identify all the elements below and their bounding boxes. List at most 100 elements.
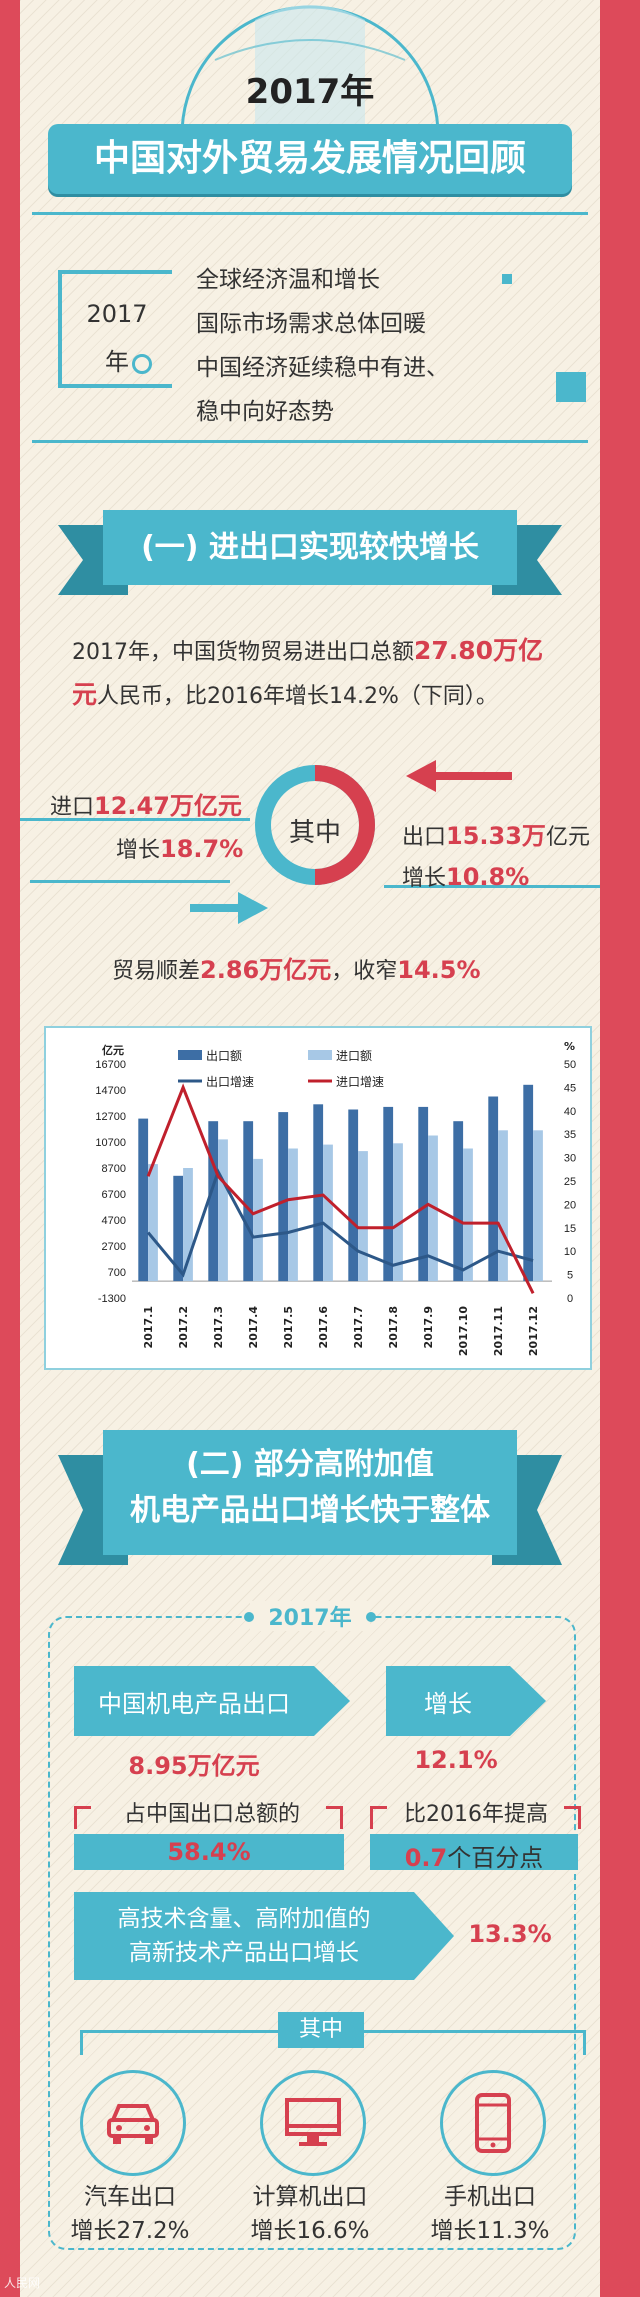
intro-line: 全球经济温和增长	[196, 267, 380, 293]
y-tick-left: 8700	[102, 1163, 126, 1175]
bar	[488, 1096, 499, 1282]
y-tick-right: 40	[564, 1106, 576, 1118]
y-tick-left: 700	[108, 1267, 126, 1279]
share-label: 占中国出口总额的	[123, 1802, 300, 1827]
among-label: 其中	[278, 2012, 364, 2048]
import-label: 进口	[50, 795, 95, 820]
y-unit-right: %	[564, 1040, 575, 1053]
legend-label: 进口额	[336, 1049, 372, 1063]
y-tick-left: 6700	[102, 1189, 126, 1201]
x-tick: 2017.6	[317, 1306, 330, 1349]
globe-decoration	[180, 5, 440, 130]
arrow-right-icon	[238, 892, 268, 924]
section2-year: 2017年	[268, 1606, 352, 1631]
series-line	[146, 1167, 534, 1278]
section2-title-line1: (二) 部分高附加值	[186, 1447, 434, 1482]
y-unit-left: 亿元	[102, 1043, 124, 1057]
arrow-left-icon	[406, 760, 436, 792]
item-name: 汽车出口	[84, 2184, 176, 2210]
y-tick-left: -1300	[98, 1293, 126, 1305]
export-growth-value: 10.8%	[446, 863, 530, 891]
item-computer: 计算机出口 增长16.6%	[230, 2180, 390, 2248]
bar	[288, 1148, 298, 1282]
section2-title: (二) 部分高附加值 机电产品出口增长快于整体	[103, 1442, 517, 1534]
page-title: 中国对外贸易发展情况回顾	[48, 124, 572, 194]
section2-ribbon	[58, 1430, 562, 1565]
surplus-narrow-label: ，收窄	[331, 959, 398, 984]
export-unit: 亿元	[545, 825, 590, 850]
bar	[418, 1106, 429, 1282]
intro-line: 稳中向好态势	[196, 399, 334, 425]
donut-label: 其中	[288, 818, 341, 848]
line-decoration	[30, 880, 230, 883]
bar	[393, 1143, 403, 1282]
circle-icon	[132, 354, 152, 374]
item-growth: 增长16.6%	[250, 2218, 370, 2244]
x-tick: 2017.10	[457, 1306, 470, 1356]
bar	[453, 1121, 464, 1282]
export-growth: 增长10.8%	[402, 860, 529, 892]
raise-value-text: 0.7个百分点	[370, 1838, 578, 1873]
x-tick: 2017.11	[492, 1306, 505, 1356]
surplus-narrow-value: 14.5%	[397, 956, 481, 984]
raise-label: 比2016年提高	[404, 1802, 548, 1827]
item-name: 手机出口	[444, 2184, 536, 2210]
mech-export-label: 中国机电产品出口	[98, 1689, 290, 1718]
y-tick-left: 2700	[102, 1241, 126, 1253]
hitech-value: 13.3%	[468, 1920, 552, 1948]
surplus-text: 贸易顺差2.86万亿元，收窄14.5%	[112, 950, 481, 985]
surplus-value: 2.86万亿元	[200, 956, 332, 984]
item-car: 汽车出口 增长27.2%	[50, 2180, 210, 2248]
y-tick-left: 4700	[102, 1215, 126, 1227]
growth-arrow: 增长	[386, 1666, 510, 1736]
legend-label: 出口增速	[206, 1075, 254, 1089]
bar	[358, 1151, 368, 1282]
bar	[498, 1130, 508, 1282]
export-value: 15.33万	[446, 822, 546, 850]
share-value: 58.4%	[167, 1838, 251, 1866]
infographic-page: 2017年 中国对外贸易发展情况回顾 2017 年 全球经济温和增长 国际市场需…	[20, 0, 600, 2297]
summary-d: 人民币，比2016年增长14.2%（下同）。	[97, 684, 498, 709]
x-tick: 2017.1	[142, 1306, 155, 1348]
mech-export-value: 8.95万亿元	[128, 1752, 260, 1780]
year-box	[58, 270, 172, 388]
phone-icon	[440, 2070, 546, 2176]
bar	[148, 1164, 158, 1282]
import-growth-value: 18.7%	[160, 835, 244, 863]
export-label: 出口	[402, 825, 447, 850]
item-growth: 增长27.2%	[70, 2218, 190, 2244]
y-tick-right: 50	[564, 1059, 576, 1071]
summary-total: 27.80万亿	[414, 636, 544, 665]
summary-text: 2017年，中国货物贸易进出口总额27.80万亿 元人民币，比2016年增长14…	[72, 630, 592, 718]
legend-swatch	[178, 1050, 202, 1060]
x-tick: 2017.3	[212, 1306, 225, 1348]
intro-text: 全球经济温和增长 国际市场需求总体回暖 中国经济延续稳中有进、 稳中向好态势	[196, 258, 449, 434]
x-tick: 2017.7	[352, 1306, 365, 1348]
line-decoration	[20, 818, 250, 821]
bar	[138, 1118, 149, 1282]
y-tick-right: 10	[564, 1246, 576, 1258]
import-growth: 增长18.7%	[116, 832, 243, 864]
y-tick-left: 12700	[95, 1111, 126, 1123]
item-phone: 手机出口 增长11.3%	[410, 2180, 570, 2248]
surplus-label: 贸易顺差	[112, 959, 201, 984]
y-tick-right: 15	[564, 1223, 576, 1235]
hitech-line2: 高新技术产品出口增长	[129, 1940, 359, 1966]
x-tick: 2017.12	[527, 1306, 540, 1356]
x-tick: 2017.4	[247, 1306, 260, 1349]
bar	[323, 1144, 333, 1282]
bar	[183, 1168, 193, 1282]
square-decoration	[556, 372, 586, 402]
y-tick-left: 16700	[95, 1059, 126, 1071]
raise-unit: 个百分点	[447, 1844, 544, 1872]
bar	[463, 1148, 473, 1282]
hitech-arrow: 高技术含量、高附加值的 高新技术产品出口增长	[74, 1892, 414, 1980]
legend-label: 进口增速	[336, 1075, 384, 1089]
section1-ribbon	[58, 510, 562, 595]
dot-decoration	[244, 1612, 254, 1622]
y-tick-right: 0	[567, 1293, 573, 1305]
year-box-line2: 年	[105, 348, 129, 376]
y-tick-right: 30	[564, 1153, 576, 1165]
legend-swatch	[308, 1050, 332, 1060]
item-name: 计算机出口	[252, 2184, 368, 2210]
